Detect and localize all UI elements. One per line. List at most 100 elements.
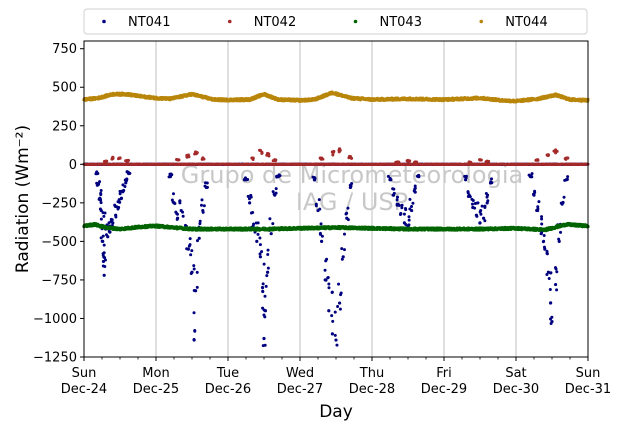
data-point <box>330 290 334 294</box>
data-point <box>266 266 270 270</box>
data-point <box>333 333 337 337</box>
data-point <box>327 309 331 313</box>
data-point <box>402 221 406 225</box>
data-point <box>263 294 267 298</box>
data-point <box>334 338 338 342</box>
data-point <box>545 251 549 255</box>
data-point <box>123 184 127 188</box>
data-point <box>263 309 268 313</box>
data-point <box>95 171 99 176</box>
legend-label: NT041 <box>128 15 170 30</box>
data-point <box>106 235 110 239</box>
data-point <box>463 175 467 179</box>
data-point <box>273 193 277 197</box>
data-point <box>413 190 417 194</box>
data-point <box>536 205 540 209</box>
data-point <box>407 218 411 222</box>
data-point <box>490 177 494 181</box>
data-point <box>186 153 190 157</box>
data-point <box>540 215 544 219</box>
data-point <box>553 266 557 270</box>
data-point <box>536 158 540 162</box>
data-point <box>323 278 327 282</box>
legend-label: NT043 <box>380 15 422 30</box>
data-point <box>99 193 103 197</box>
data-point <box>262 336 266 341</box>
data-point <box>392 193 396 197</box>
data-point <box>263 315 267 319</box>
data-point <box>340 247 344 251</box>
data-point <box>345 216 349 220</box>
data-series <box>82 90 590 348</box>
legend-marker <box>102 19 106 24</box>
data-point <box>127 171 131 176</box>
data-point <box>118 200 122 204</box>
data-point <box>194 289 198 293</box>
data-point <box>200 198 204 202</box>
data-point <box>258 236 262 240</box>
data-point <box>410 205 414 209</box>
data-point <box>391 187 395 191</box>
data-point <box>103 258 107 262</box>
legend-marker <box>479 19 484 24</box>
data-point <box>266 270 270 274</box>
data-point <box>124 181 128 185</box>
legend-marker <box>353 19 358 24</box>
data-point <box>269 232 273 236</box>
data-point <box>408 197 412 201</box>
data-point <box>266 151 270 156</box>
data-point <box>548 301 553 305</box>
data-point <box>539 232 543 236</box>
data-point <box>486 193 490 197</box>
data-point <box>467 193 471 197</box>
data-point <box>478 221 482 225</box>
data-point <box>261 282 265 286</box>
data-point <box>99 188 103 192</box>
data-point <box>550 315 554 319</box>
data-point <box>543 247 547 251</box>
data-point <box>348 185 352 190</box>
data-point <box>256 232 260 236</box>
data-point <box>326 275 330 279</box>
data-point <box>192 311 196 315</box>
data-point <box>194 150 198 154</box>
data-point <box>314 204 318 208</box>
data-point <box>271 190 275 194</box>
data-point <box>549 271 553 275</box>
data-point <box>256 221 260 225</box>
data-point <box>202 204 206 208</box>
data-point <box>98 180 102 184</box>
data-point <box>125 158 129 163</box>
data-point <box>413 184 417 188</box>
data-point <box>542 234 546 238</box>
data-point <box>528 175 533 179</box>
data-point <box>118 192 122 196</box>
data-point <box>396 195 400 199</box>
data-point <box>262 262 266 266</box>
data-point <box>397 203 401 207</box>
data-point <box>550 319 554 324</box>
data-point <box>410 208 414 213</box>
data-point <box>96 182 100 186</box>
series-nt042 <box>82 147 590 167</box>
data-point <box>331 319 335 323</box>
data-point <box>317 198 321 202</box>
data-point <box>411 201 415 205</box>
data-point <box>103 211 107 215</box>
data-point <box>258 148 262 153</box>
data-point <box>260 250 264 254</box>
data-point <box>168 175 172 179</box>
data-point <box>101 239 105 243</box>
data-point <box>320 156 324 160</box>
data-point <box>266 252 270 256</box>
data-point <box>336 304 340 308</box>
legend-marker <box>227 19 232 24</box>
series-nt043 <box>82 221 590 233</box>
data-point <box>564 156 569 160</box>
data-point <box>316 208 320 213</box>
data-point <box>273 158 277 162</box>
data-point <box>348 155 352 159</box>
legend-label: NT044 <box>505 15 547 30</box>
data-point <box>255 239 259 243</box>
data-point <box>540 222 544 226</box>
